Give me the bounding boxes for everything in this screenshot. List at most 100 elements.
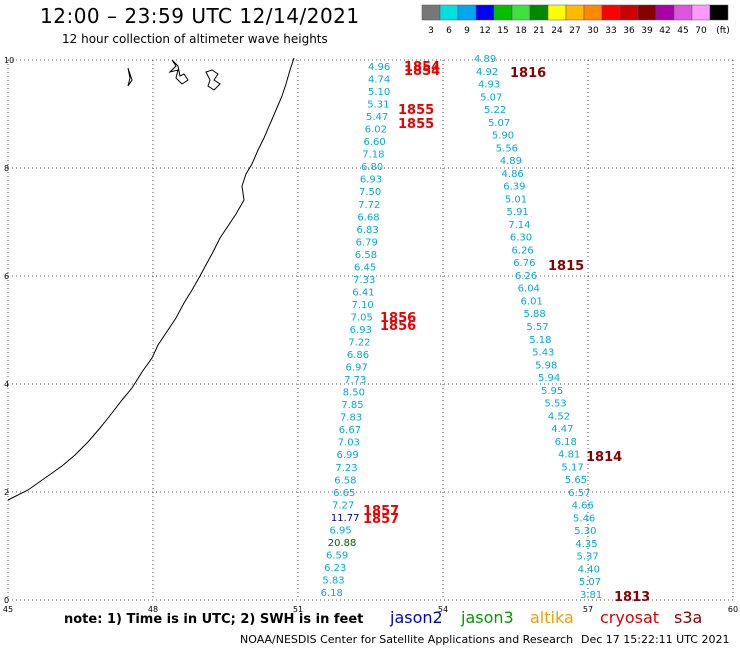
color-swatch: [511, 4, 531, 21]
swh-value: 4.66: [572, 501, 594, 512]
swh-value: 6.39: [503, 182, 525, 193]
swh-value: 7.85: [341, 400, 363, 411]
y-tick-label: 10: [4, 56, 14, 65]
swh-value: 5.47: [366, 112, 388, 123]
color-swatch: [637, 4, 657, 21]
swh-value: 6.45: [354, 262, 376, 273]
pass-time-label: 1856: [380, 319, 416, 334]
swh-value: 6.93: [360, 175, 382, 186]
swh-value: 5.91: [507, 207, 529, 218]
swh-value: 5.30: [574, 526, 596, 537]
track-jason2-labels: 4.96 4.745.10 5.315.47 6.026.60 7.186.80 6.93…: [321, 62, 391, 599]
color-scale-label: 9: [464, 26, 470, 36]
color-scale-label: 3: [428, 26, 434, 36]
pass-time-label: 1857: [363, 504, 399, 519]
color-scale-label: 12: [479, 26, 490, 36]
swh-value: 6.93: [350, 325, 372, 336]
units-note: note: 1) Time is in UTC; 2) SWH is in fe…: [64, 612, 364, 627]
swh-value: 6.26: [512, 245, 534, 256]
color-swatch: [709, 4, 729, 21]
swh-value: 6.97: [345, 363, 367, 374]
swh-value: 7.23: [335, 463, 357, 474]
swh-value: 6.02: [365, 125, 387, 136]
page-title: 12:00 – 23:59 UTC 12/14/2021: [40, 4, 360, 28]
swh-value: 6.86: [347, 350, 369, 361]
swh-value: 6.80: [361, 162, 383, 173]
swh-value: 11.77: [331, 513, 360, 524]
swh-value: 4.74: [368, 75, 390, 86]
swh-value: 7.05: [351, 312, 373, 323]
swh-value: 5.01: [505, 194, 527, 205]
islands: [127, 59, 221, 91]
swh-value: 6.99: [337, 450, 359, 461]
color-scale-label: 45: [677, 26, 688, 36]
color-scale-label: 21: [533, 26, 544, 36]
swh-value: 5.07: [579, 577, 601, 588]
swh-value: 7.22: [348, 338, 370, 349]
swh-value: 5.18: [529, 335, 551, 346]
color-swatch: [565, 4, 585, 21]
color-swatch: [547, 4, 567, 21]
x-tick-label: 60: [728, 605, 738, 614]
x-tick-label: 54: [438, 605, 448, 614]
swh-value: 5.46: [573, 513, 595, 524]
swh-value: 5.10: [368, 87, 390, 98]
y-tick-label: 2: [4, 488, 9, 497]
color-scale-label: 39: [641, 26, 653, 36]
swh-value: 4.81: [558, 450, 580, 461]
swh-value: 4.40: [578, 564, 600, 575]
pass-time-label: 1813: [614, 590, 650, 605]
swh-value: 7.10: [351, 300, 373, 311]
swh-value: 7.72: [358, 200, 380, 211]
swh-value: 5.22: [484, 105, 506, 116]
swh-value: 5.98: [535, 360, 557, 371]
swh-value: 6.95: [330, 525, 352, 536]
track-s3a-labels: 4.894.924.935.075.225.075.905.564.894.86…: [474, 54, 602, 601]
legend-jason3: jason3: [461, 608, 514, 627]
swh-value: 6.18: [321, 588, 343, 599]
swh-value: 4.35: [575, 539, 597, 550]
color-scale-bar: 3 6 9 12 15 18 21 24 27 30 33 36 39 42 45 70 (ft): [421, 4, 730, 36]
swh-value: 7.50: [359, 187, 381, 198]
legend-cryosat: cryosat: [600, 608, 660, 627]
swh-value: 5.17: [561, 462, 583, 473]
color-scale-label: 70: [695, 26, 707, 36]
color-scale-label: 24: [551, 26, 563, 36]
color-scale-label: 33: [605, 26, 616, 36]
swh-value: 7.27: [332, 500, 354, 511]
color-swatch: [601, 4, 621, 21]
swh-value: 7.83: [340, 413, 362, 424]
swh-value: 5.88: [523, 309, 545, 320]
swh-value: 6.59: [326, 550, 348, 561]
credit-line: NOAA/NESDIS Center for Satellite Applica…: [240, 633, 574, 646]
y-tick-label: 0: [4, 596, 9, 605]
swh-value: 5.31: [367, 100, 389, 111]
pass-time-label: 1854: [404, 64, 440, 79]
swh-value: 6.26: [515, 271, 537, 282]
swh-value: 5.07: [488, 118, 510, 129]
color-swatch: [655, 4, 675, 21]
color-scale-label: 27: [569, 26, 580, 36]
legend-altika: altika: [530, 608, 574, 627]
color-swatch: [691, 4, 711, 21]
color-swatch: [619, 4, 639, 21]
swh-value: 6.76: [513, 258, 535, 269]
pass-time-label: 1857: [363, 512, 399, 527]
swh-value: 5.83: [322, 575, 344, 586]
swh-value: 5.65: [565, 475, 587, 486]
legend-s3a: s3a: [674, 608, 703, 627]
swh-value: 5.07: [480, 92, 502, 103]
pass-time-label: 1816: [510, 66, 546, 81]
color-scale-label: 36: [623, 26, 635, 36]
color-swatch: [493, 4, 513, 21]
swh-value: 5.56: [496, 143, 518, 154]
swh-value: 7.14: [508, 220, 530, 231]
swh-value: 5.57: [526, 322, 548, 333]
swh-value: 6.41: [352, 287, 374, 298]
swh-value: 6.79: [356, 237, 378, 248]
pass-time-label: 1814: [586, 450, 622, 465]
swh-value: 6.58: [334, 475, 356, 486]
swh-value: 5.43: [532, 348, 554, 359]
x-tick-label: 57: [583, 605, 593, 614]
